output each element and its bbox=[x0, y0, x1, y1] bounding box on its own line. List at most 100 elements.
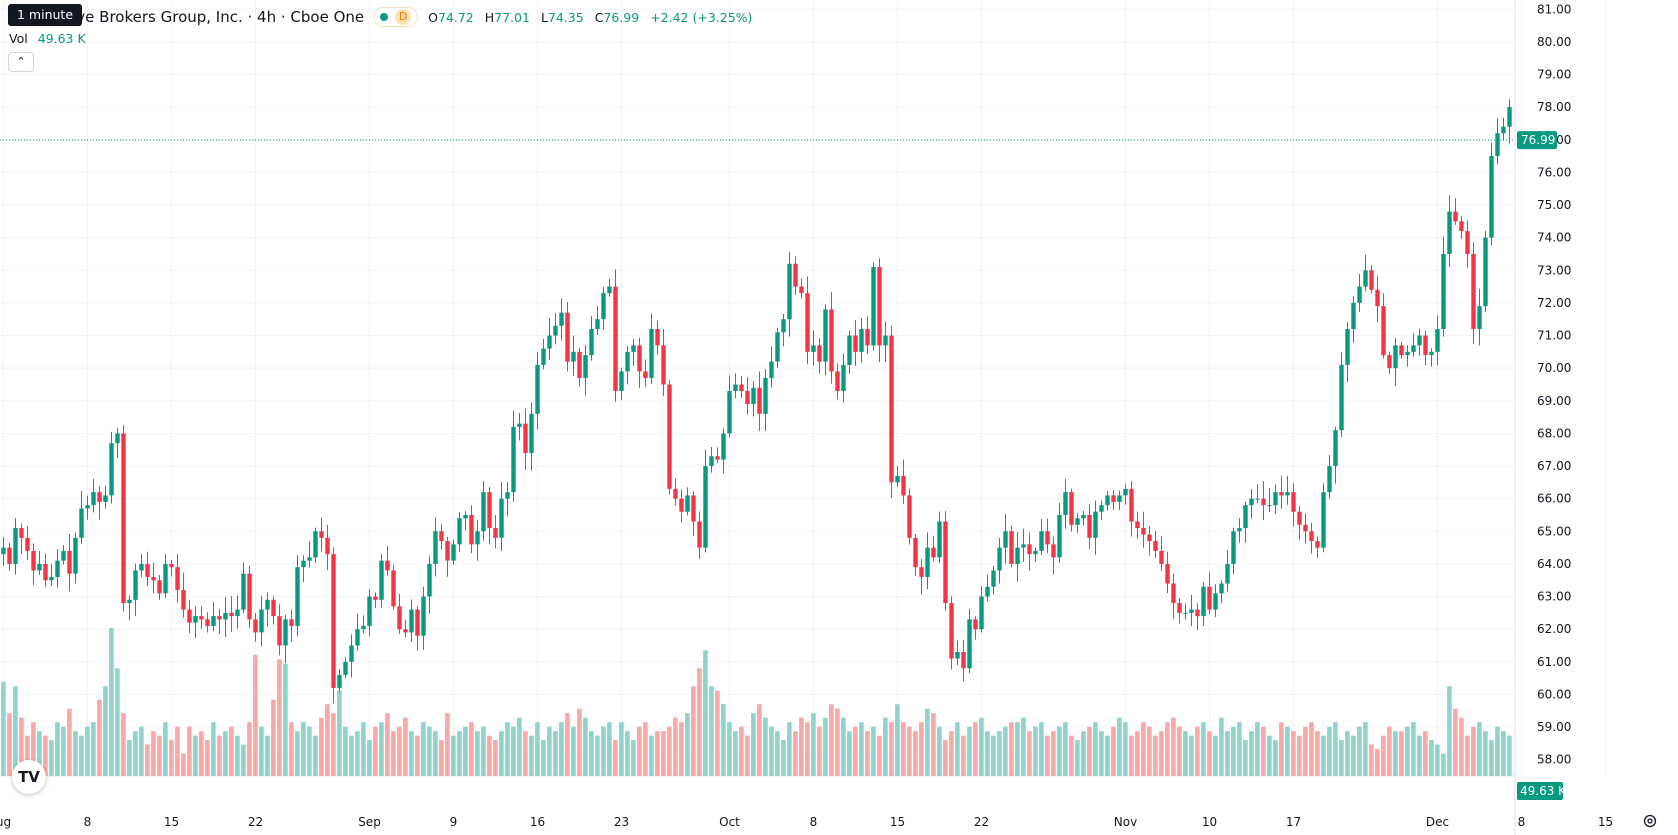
candle-body bbox=[817, 345, 822, 362]
volume-bar bbox=[703, 650, 708, 776]
candle-body bbox=[1207, 586, 1212, 610]
volume-legend[interactable]: Vol 49.63 K bbox=[9, 31, 86, 46]
last-volume-value: 49.63 K bbox=[1520, 784, 1567, 798]
volume-bar bbox=[1159, 731, 1164, 776]
candle-body bbox=[1285, 492, 1290, 496]
volume-bar bbox=[97, 699, 102, 776]
volume-bar bbox=[1369, 744, 1374, 776]
candle-body bbox=[643, 371, 648, 378]
volume-bar bbox=[37, 731, 42, 776]
volume-bar bbox=[1489, 740, 1494, 776]
volume-bar bbox=[313, 735, 318, 776]
candle-body bbox=[1105, 495, 1110, 506]
candle-body bbox=[691, 495, 696, 522]
candle-body bbox=[967, 619, 972, 669]
candle-body bbox=[1201, 586, 1206, 617]
candle-body bbox=[355, 629, 360, 646]
candle-body bbox=[673, 488, 678, 499]
volume-bar bbox=[1333, 722, 1338, 776]
volume-bar bbox=[139, 726, 144, 776]
volume-bar bbox=[871, 726, 876, 776]
market-status[interactable]: D bbox=[373, 7, 419, 27]
volume-bar bbox=[739, 726, 744, 776]
candle-body bbox=[493, 528, 498, 538]
volume-bar bbox=[1129, 735, 1134, 776]
candle-body bbox=[43, 563, 48, 581]
last-price-label: 76.99 bbox=[1517, 131, 1557, 150]
candle-body bbox=[703, 466, 708, 548]
open-value: 74.72 bbox=[437, 9, 474, 25]
volume-bar bbox=[229, 726, 234, 776]
candle-body bbox=[1219, 583, 1224, 594]
candle-body bbox=[991, 570, 996, 587]
time-axis[interactable]: ug81522Sep91623Oct81522Nov1017Dec8152220… bbox=[0, 815, 1678, 829]
candle-body bbox=[61, 550, 66, 561]
candle-body bbox=[1465, 231, 1470, 254]
volume-bar bbox=[1465, 735, 1470, 776]
candle-body bbox=[409, 609, 414, 633]
volume-bar bbox=[13, 686, 18, 776]
volume-bar bbox=[1495, 726, 1500, 776]
candle-body bbox=[919, 567, 924, 577]
candle-body bbox=[1321, 492, 1326, 548]
time-tick-label: 22 bbox=[974, 815, 989, 829]
candle-body bbox=[229, 612, 234, 617]
candle-body bbox=[661, 345, 666, 385]
volume-bar bbox=[1189, 735, 1194, 776]
collapse-legend-button[interactable]: ⌃ bbox=[8, 52, 34, 72]
volume-bar bbox=[307, 726, 312, 776]
volume-bar bbox=[1213, 735, 1218, 776]
volume-bar bbox=[331, 713, 336, 776]
last-volume-label: 49.63 K bbox=[1517, 782, 1567, 800]
candle-body bbox=[583, 355, 588, 378]
volume-bar bbox=[637, 726, 642, 776]
candle-body bbox=[877, 267, 882, 346]
price-tick-label: 66.00 bbox=[1537, 492, 1571, 506]
price-axis[interactable]: 58.00 59.00 60.00 61.00 62.00 63.00 64.00 65.00… bbox=[1514, 0, 1571, 835]
symbol-legend[interactable]: ctive Brokers Group, Inc. · 4h · Cboe On… bbox=[0, 6, 759, 28]
candle-body bbox=[1507, 107, 1512, 127]
candle-body bbox=[565, 312, 570, 362]
volume-bar bbox=[1081, 731, 1086, 776]
volume-bar bbox=[109, 627, 114, 776]
volume-bar bbox=[427, 726, 432, 776]
volume-bar bbox=[1063, 722, 1068, 776]
candle-body bbox=[871, 267, 876, 346]
settings-icon[interactable] bbox=[1642, 813, 1658, 829]
volume-bar bbox=[1105, 735, 1110, 776]
candle-body bbox=[649, 329, 654, 378]
candle-body bbox=[1303, 524, 1308, 532]
candle-body bbox=[1225, 563, 1230, 584]
candle-body bbox=[607, 286, 612, 294]
candle-body bbox=[103, 495, 108, 502]
volume-bar bbox=[1057, 726, 1062, 776]
volume-bar bbox=[1417, 735, 1422, 776]
candle-body bbox=[529, 413, 534, 453]
volume-bar bbox=[1009, 722, 1014, 776]
volume-bar bbox=[1471, 726, 1476, 776]
volume-bar bbox=[1165, 722, 1170, 776]
volume-bar bbox=[913, 731, 918, 776]
change-value: +2.42 (+3.25%) bbox=[650, 9, 753, 25]
volume-bar bbox=[217, 735, 222, 776]
candle-body bbox=[835, 371, 840, 391]
volume-bar bbox=[1231, 726, 1236, 776]
volume-bar bbox=[79, 735, 84, 776]
volume-bar bbox=[361, 722, 366, 776]
volume-bar bbox=[1225, 731, 1230, 776]
volume-bar bbox=[1267, 735, 1272, 776]
tradingview-logo-icon[interactable]: TV bbox=[12, 760, 46, 794]
volume-bar bbox=[589, 731, 594, 776]
candle-body bbox=[313, 531, 318, 558]
candle-body bbox=[25, 537, 30, 551]
candle-body bbox=[1003, 531, 1008, 548]
candle-body bbox=[1447, 211, 1452, 254]
volume-bar bbox=[559, 722, 564, 776]
candle-body bbox=[709, 456, 714, 467]
candle-body bbox=[1477, 306, 1482, 330]
time-tick-label: 23 bbox=[614, 815, 629, 829]
symbol-title[interactable]: ctive Brokers Group, Inc. · 4h · Cboe On… bbox=[58, 8, 365, 26]
candle-body bbox=[997, 547, 1002, 571]
candle-body bbox=[373, 596, 378, 600]
